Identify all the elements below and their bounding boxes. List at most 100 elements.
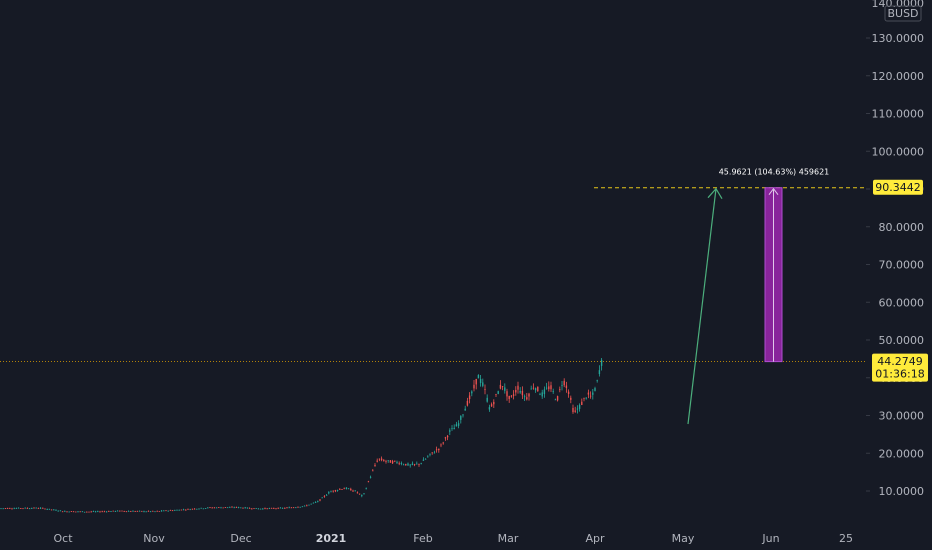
candle-body: [499, 384, 502, 389]
candle-body: [147, 510, 150, 512]
candle-body: [44, 508, 46, 510]
candle-body: [493, 401, 495, 405]
candle-body: [13, 508, 15, 510]
candle-body: [288, 507, 290, 509]
candle-body: [517, 385, 519, 390]
candle-body: [204, 508, 207, 509]
candle-body: [22, 508, 24, 510]
candle-body: [519, 391, 521, 393]
candle-body: [46, 509, 48, 510]
candle-body: [75, 511, 77, 513]
candle-body: [369, 476, 372, 478]
candle-body: [589, 395, 592, 397]
candle-body: [224, 507, 227, 508]
candle-body: [402, 464, 405, 466]
candle-body: [512, 394, 515, 396]
candle-body: [152, 510, 154, 512]
candle-body: [600, 359, 603, 366]
candle-body: [123, 511, 125, 512]
candle-body: [125, 511, 128, 513]
candle-body: [387, 460, 389, 462]
candle-body: [297, 506, 299, 508]
candle-body: [136, 510, 139, 512]
candle-body: [246, 507, 249, 509]
candle-body: [372, 470, 374, 472]
candle-body: [202, 508, 205, 510]
candle-body: [310, 503, 312, 505]
candle-body: [317, 501, 319, 502]
candle-body: [174, 510, 176, 511]
target-price-badge[interactable]: [873, 179, 923, 195]
candle-body: [37, 508, 40, 510]
candle-body: [451, 428, 453, 429]
candle-body: [380, 458, 383, 461]
candle-body: [578, 404, 581, 409]
candle-body: [440, 444, 442, 446]
candle-body: [94, 511, 97, 513]
candle-body: [286, 507, 288, 509]
candle-body: [55, 509, 57, 511]
candle-body: [466, 400, 469, 406]
candle-body: [413, 464, 416, 465]
candle-body: [583, 397, 585, 399]
x-tick-label: 25: [839, 532, 853, 545]
candle-body: [501, 386, 504, 387]
y-tick-label: 140.0000: [872, 0, 925, 10]
candle-body: [438, 448, 440, 451]
candle-body: [270, 507, 273, 509]
candle-body: [90, 511, 92, 513]
candle-body: [187, 508, 189, 510]
candle-body: [132, 510, 134, 512]
candle-body: [321, 497, 323, 499]
candle-body: [244, 507, 246, 509]
candle-body: [339, 489, 341, 490]
candle-body: [495, 394, 497, 396]
projection-arrow-line[interactable]: [687, 188, 717, 425]
time-axis-panel[interactable]: [0, 527, 866, 550]
candle-body: [449, 430, 451, 432]
candle-body: [160, 510, 163, 512]
candle-body: [42, 507, 44, 509]
candle-body: [211, 507, 213, 509]
candle-body: [521, 390, 524, 396]
candle-body: [506, 391, 508, 397]
candle-body: [464, 408, 466, 411]
candle-body: [222, 507, 224, 509]
candle-body: [169, 510, 172, 511]
candle-body: [171, 510, 174, 512]
candle-body: [259, 508, 262, 510]
candle-body: [453, 427, 455, 430]
price-axis-panel[interactable]: [866, 0, 932, 550]
candle-body: [130, 511, 132, 513]
currency-box[interactable]: [884, 5, 922, 22]
last-price-badge[interactable]: [872, 353, 928, 382]
quote-currency-label: BUSD: [887, 7, 918, 20]
candle-body: [4, 508, 7, 510]
candle-body: [572, 407, 574, 413]
candle-body: [178, 509, 180, 511]
candle-body: [336, 490, 339, 491]
candle-body: [314, 502, 317, 503]
candle-body: [504, 387, 506, 391]
candle-body: [121, 510, 123, 512]
candle-body: [235, 506, 238, 508]
candle-body: [262, 508, 264, 510]
candle-body: [86, 511, 88, 513]
candle-body: [592, 392, 594, 395]
candle-body: [532, 387, 535, 389]
candle-body: [39, 507, 42, 509]
candle-body: [433, 452, 436, 454]
candle-body: [290, 507, 293, 509]
candle-body: [68, 511, 70, 513]
candles: [0, 358, 603, 513]
x-tick-label: Feb: [413, 532, 432, 545]
candle-body: [165, 510, 167, 512]
candle-body: [442, 442, 444, 444]
candle-body: [328, 492, 330, 494]
candle-body: [268, 508, 271, 510]
candle-body: [473, 384, 475, 389]
candle-body: [424, 458, 427, 460]
candle-body: [237, 507, 240, 508]
candle-body: [556, 396, 559, 401]
